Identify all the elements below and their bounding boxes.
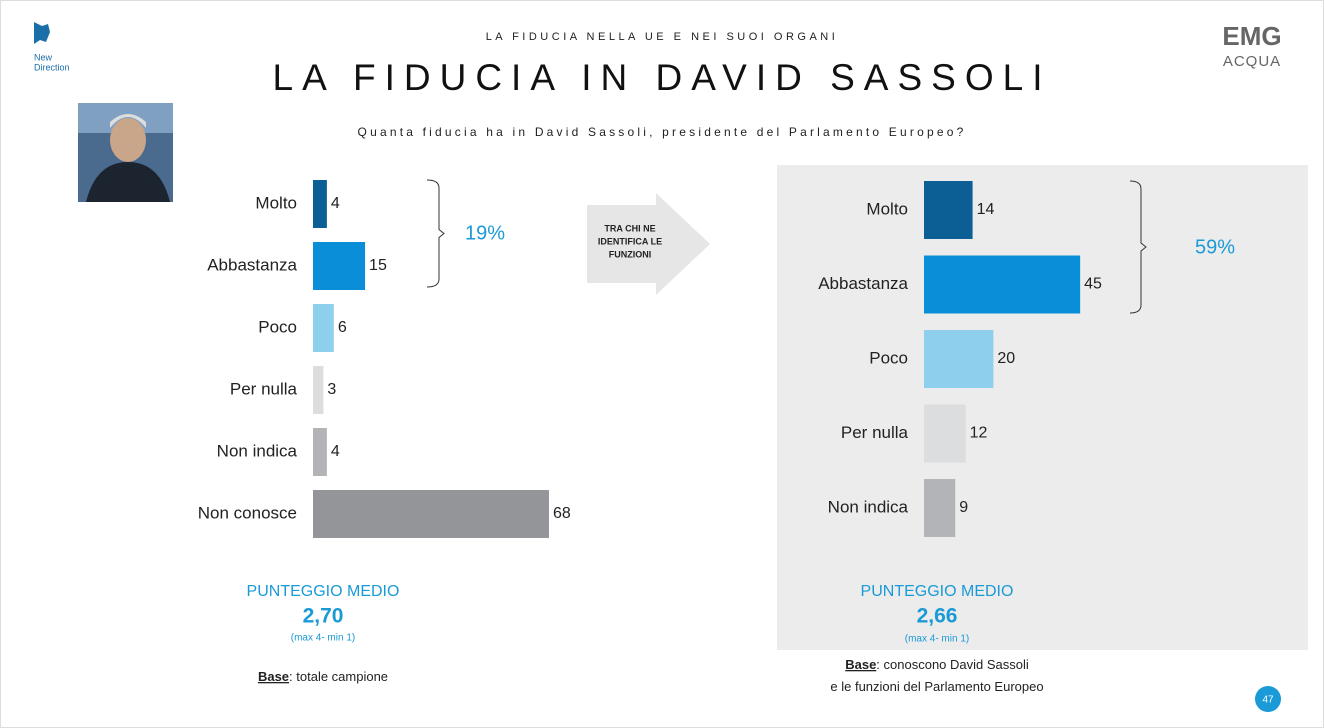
bar [313, 242, 366, 290]
category-label: Abbastanza [818, 274, 908, 293]
page-badge [1255, 686, 1281, 712]
score: 2,70 [303, 605, 344, 628]
category-label: Per nulla [841, 423, 909, 442]
arrow-text: IDENTIFICA LE [598, 236, 662, 246]
value-label: 9 [959, 499, 968, 516]
arrow-text: TRA CHI NE [604, 223, 655, 233]
question: Quanta fiducia ha in David Sassoli, pres… [358, 125, 967, 139]
category-label: Non indica [828, 497, 909, 516]
bar [924, 255, 1081, 314]
category-label: Non conosce [198, 503, 297, 522]
score-note: (max 4- min 1) [905, 634, 969, 645]
category-label: Per nulla [230, 379, 298, 398]
base-note: e le funzioni del Parlamento Europeo [830, 679, 1043, 694]
base-note: Base: conoscono David Sassoli [845, 657, 1029, 672]
value-label: 15 [369, 257, 387, 274]
value-label: 20 [997, 350, 1015, 367]
title: LA FIDUCIA IN DAVID SASSOLI [273, 57, 1052, 98]
value-label: 14 [977, 201, 995, 218]
bar [313, 304, 334, 352]
bar [924, 479, 956, 537]
value-label: 45 [1084, 276, 1102, 293]
category-label: Molto [866, 199, 908, 218]
arrow-text: FUNZIONI [609, 249, 652, 259]
bar [924, 330, 994, 388]
arrow [587, 193, 710, 295]
bracket-label: 59% [1195, 236, 1235, 258]
base-label: Base [258, 669, 289, 684]
bar [313, 180, 327, 228]
category-label: Poco [869, 348, 908, 367]
score: 2,66 [917, 605, 958, 628]
photo-hair [110, 114, 146, 128]
bracket [426, 179, 445, 288]
value-label: 6 [338, 319, 347, 336]
logo-icon [34, 22, 50, 44]
base-text: e le funzioni del Parlamento Europeo [830, 679, 1043, 694]
base-note: Base: totale campione [258, 669, 388, 684]
photo-face [110, 118, 146, 162]
value-label: 4 [331, 443, 340, 460]
value-label: 68 [553, 505, 571, 522]
supertitle: LA FIDUCIA NELLA UE E NEI SUOI ORGANI [486, 31, 839, 43]
value-label: 12 [970, 425, 988, 442]
value-label: 4 [331, 195, 340, 212]
logo-text: New [34, 52, 53, 62]
base-label: Base [845, 657, 876, 672]
bracket-label: 19% [465, 222, 505, 244]
logo-text: Direction [34, 62, 70, 72]
value-label: 3 [327, 381, 336, 398]
category-label: Poco [258, 317, 297, 336]
base-text: : conoscono David Sassoli [876, 657, 1029, 672]
bar [924, 181, 973, 239]
bar [313, 428, 327, 476]
photo-suit [86, 162, 170, 202]
page-number: 47 [1262, 695, 1274, 706]
emg-logo: EMG [1222, 21, 1281, 51]
left-logo: New Direction [34, 22, 70, 72]
panel-bg [777, 165, 1308, 650]
score-note: (max 4- min 1) [291, 633, 355, 644]
bar [313, 490, 549, 538]
acqua-logo: ACQUA [1223, 53, 1281, 70]
bar [924, 404, 966, 463]
category-label: Molto [255, 193, 297, 212]
score-label: PUNTEGGIO MEDIO [247, 583, 400, 600]
bar [313, 366, 324, 414]
category-label: Non indica [217, 441, 298, 460]
score-label: PUNTEGGIO MEDIO [861, 583, 1014, 600]
base-text: : totale campione [289, 669, 388, 684]
bracket [1129, 180, 1147, 314]
photo [78, 103, 173, 202]
category-label: Abbastanza [207, 255, 297, 274]
